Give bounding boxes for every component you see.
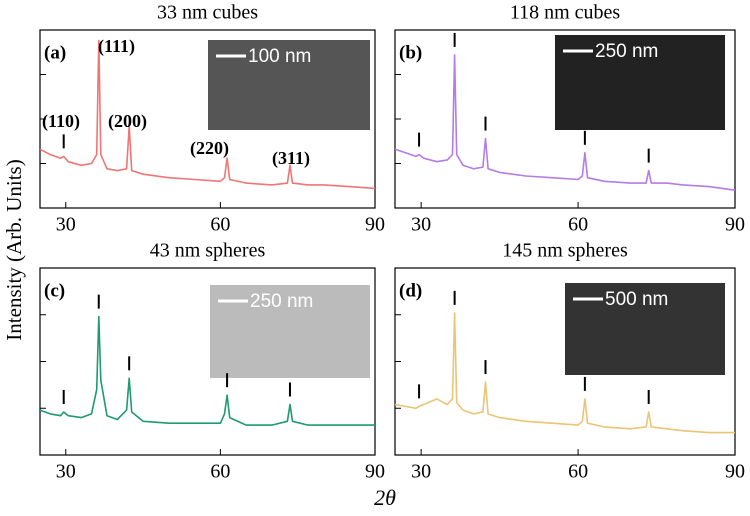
- panel-title: 43 nm spheres: [150, 240, 266, 262]
- x-tick-label: 90: [725, 214, 745, 236]
- panel-label: (a): [44, 42, 66, 63]
- panel-label: (c): [44, 280, 65, 301]
- scale-bar-label: 500 nm: [605, 289, 668, 310]
- panel-title: 118 nm cubes: [510, 2, 621, 24]
- x-axis-label: 2θ: [374, 485, 396, 510]
- panel-label: (b): [399, 42, 422, 63]
- x-tick-label: 30: [56, 461, 76, 483]
- scale-bar-label: 250 nm: [250, 291, 313, 312]
- panel-label: (d): [399, 280, 422, 301]
- x-tick-label: 90: [365, 214, 385, 236]
- peak-label: (110): [42, 111, 80, 132]
- scale-bar-label: 100 nm: [248, 46, 311, 67]
- x-tick-label: 60: [568, 214, 588, 236]
- xrd-pattern: [39, 39, 376, 190]
- scale-bar-label: 250 nm: [595, 41, 658, 62]
- x-tick-label: 30: [411, 214, 431, 236]
- panel-title: 33 nm cubes: [157, 2, 258, 24]
- panel-title: 145 nm spheres: [502, 240, 628, 262]
- x-tick-label: 90: [725, 461, 745, 483]
- y-axis-label: Intensity (Arb. Units): [2, 159, 26, 340]
- xrd-pattern: [394, 312, 735, 434]
- x-tick-label: 90: [365, 461, 385, 483]
- peak-label: (111): [98, 36, 135, 57]
- x-tick-label: 60: [210, 214, 230, 236]
- x-tick-label: 30: [56, 214, 76, 236]
- x-tick-label: 60: [210, 461, 230, 483]
- peak-label: (200): [108, 111, 147, 132]
- x-tick-label: 30: [411, 461, 431, 483]
- xrd-pattern: [39, 315, 375, 426]
- x-tick-label: 60: [568, 461, 588, 483]
- peak-label: (311): [272, 148, 310, 169]
- peak-label: (220): [190, 138, 229, 159]
- xrd-pattern: [394, 54, 736, 191]
